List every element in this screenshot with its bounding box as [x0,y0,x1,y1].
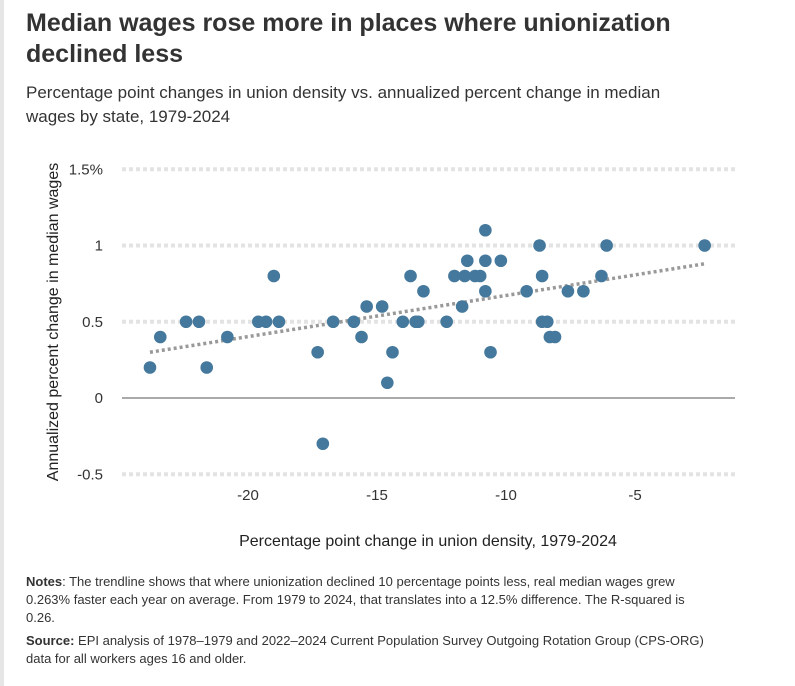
data-point [479,223,492,237]
data-point [259,315,273,329]
y-tick-label: 1.5% [69,161,103,178]
data-point [479,284,492,298]
source: Source: EPI analysis of 1978–1979 and 20… [26,633,704,666]
x-tick-label: -5 [628,487,641,504]
data-point [411,315,425,329]
data-point [404,269,417,283]
data-point [200,361,214,374]
data-point [520,284,533,298]
y-tick-label: -0.5 [77,466,103,483]
data-point [458,269,472,283]
data-point [311,345,324,359]
data-point [375,300,389,313]
x-tick-label: -15 [366,487,388,504]
data-point [347,315,361,329]
notes-block: Notes: The trendline shows that where un… [26,573,706,673]
y-tick-label: 0 [95,390,103,407]
data-point [533,239,546,252]
y-tick-label: 0.5 [82,314,103,331]
data-point [561,284,575,298]
data-point [455,300,469,313]
data-point [153,330,167,344]
data-point [381,376,394,390]
data-point [355,330,368,344]
data-point [461,254,474,268]
chart-subtitle: Percentage point changes in union densit… [26,83,661,126]
x-tick-label: -10 [495,487,517,504]
data-point [192,315,206,329]
data-point [577,284,590,298]
data-point [484,345,497,359]
data-point [479,254,492,268]
y-axis-label: Annualized percent change in median wage… [45,163,62,481]
data-point [143,361,157,374]
data-point [448,269,461,283]
data-point [600,239,613,252]
data-point [360,300,373,313]
data-point [179,315,193,329]
trendline [149,262,705,354]
data-point [272,315,286,329]
data-point [386,345,399,359]
data-point [221,330,234,344]
data-point [698,239,711,252]
data-point [595,269,608,283]
data-point [267,269,281,283]
data-point [540,315,554,329]
data-point [548,330,562,344]
data-point [316,437,330,451]
data-point [494,254,508,268]
x-axis-label: Percentage point change in union density… [239,533,617,550]
x-tick-label: -20 [237,487,259,504]
y-tick-label: 1 [95,238,103,255]
data-point [396,315,410,329]
notes: Notes: The trendline shows that where un… [26,574,685,625]
data-point [535,269,549,283]
data-point [473,269,487,283]
scatter-plot: 1.5% 1 0.5 0 -0.5 -20 -15 -10 -5 Percentage point… [45,161,735,550]
left-border [0,0,4,686]
data-point [417,284,430,298]
data-point [440,315,453,329]
chart-title: Median wages rose more in places where u… [26,9,671,68]
data-point [326,315,340,329]
